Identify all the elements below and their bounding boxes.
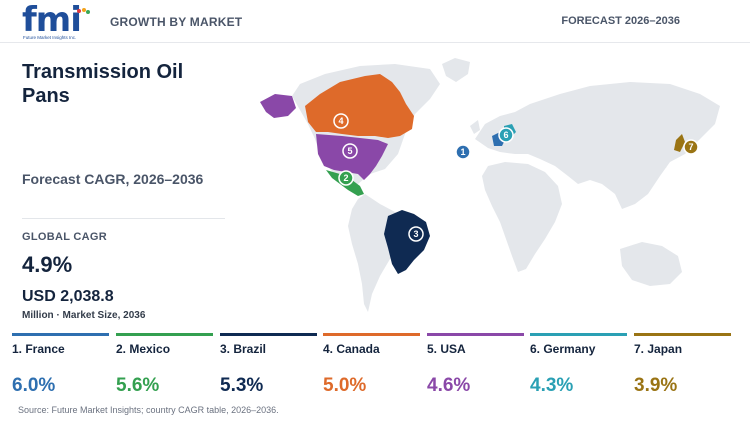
page-title: Transmission Oil Pans [22, 61, 184, 107]
map-usa-alaska [260, 94, 296, 118]
map-markers: 1 2 3 4 5 6 7 [333, 113, 699, 242]
country-name: 2. Mexico [116, 342, 171, 356]
country-name: 1. France [12, 342, 65, 356]
global-cagr-value: 4.9% [22, 252, 73, 277]
country-cagr-value: 5.6% [116, 375, 160, 396]
country-color-bar [634, 333, 731, 336]
country-card-usa[interactable]: 5. USA 4.6% [427, 333, 524, 396]
country-cagr-value: 6.0% [12, 375, 56, 396]
header-right-label: FORECAST 2026–2036 [561, 15, 680, 27]
country-name: 3. Brazil [220, 342, 267, 356]
marker-canada[interactable]: 4 [333, 113, 349, 129]
header-bar: fmi Future Market Insights Inc. GROWTH B… [0, 0, 750, 43]
marker-mexico[interactable]: 2 [338, 170, 354, 186]
page-subtitle: Forecast CAGR, 2026–2036 [22, 171, 204, 187]
marker-germany-label: 6 [503, 130, 508, 140]
marker-brazil-label: 3 [413, 229, 418, 239]
marker-germany[interactable]: 6 [498, 127, 514, 143]
country-color-bar [323, 333, 420, 336]
country-cagr-value: 3.9% [634, 375, 678, 396]
country-card-germany[interactable]: 6. Germany 4.3% [530, 333, 627, 396]
marker-usa-label: 5 [347, 146, 352, 156]
marker-japan-label: 7 [688, 142, 693, 152]
marker-mexico-label: 2 [343, 173, 348, 183]
country-name: 4. Canada [323, 342, 380, 356]
country-cagr-value: 5.3% [220, 375, 264, 396]
country-cagr-value: 4.3% [530, 375, 574, 396]
country-card-mexico[interactable]: 2. Mexico 5.6% [116, 333, 213, 396]
marker-japan[interactable]: 7 [683, 139, 699, 155]
marker-france[interactable]: 1 [455, 144, 471, 160]
map-japan [674, 134, 685, 152]
marker-canada-label: 4 [338, 116, 343, 126]
divider [22, 218, 225, 219]
header-left-label: GROWTH BY MARKET [110, 15, 243, 29]
country-card-france[interactable]: 1. France 6.0% [12, 333, 109, 396]
source-note: Source: Future Market Insights; country … [18, 405, 279, 415]
marker-brazil[interactable]: 3 [408, 226, 424, 242]
fmi-logo[interactable]: fmi Future Market Insights Inc. [22, 0, 92, 40]
marker-usa[interactable]: 5 [342, 143, 358, 159]
country-color-bar [12, 333, 109, 336]
country-color-bar [427, 333, 524, 336]
map-canada [305, 74, 414, 138]
country-cagr-value: 4.6% [427, 375, 471, 396]
logo-subtext: Future Market Insights Inc. [23, 35, 77, 40]
market-size-value: USD 2,038.8 [22, 288, 114, 305]
global-cagr-label: GLOBAL CAGR [22, 231, 107, 243]
market-size-note: Million · Market Size, 2036 [22, 310, 146, 321]
world-map: 1 2 3 4 5 6 7 [260, 58, 720, 312]
country-cagr-value: 5.0% [323, 375, 367, 396]
country-name: 5. USA [427, 342, 466, 356]
logo-people-icon [77, 8, 90, 14]
country-card-japan[interactable]: 7. Japan 3.9% [634, 333, 731, 396]
country-name: 6. Germany [530, 342, 596, 356]
country-color-bar [116, 333, 213, 336]
logo-text: fmi [22, 0, 82, 40]
map-brazil [384, 210, 430, 274]
country-card-canada[interactable]: 4. Canada 5.0% [323, 333, 420, 396]
country-color-bar [530, 333, 627, 336]
country-name: 7. Japan [634, 342, 683, 356]
marker-france-label: 1 [460, 147, 465, 157]
country-color-bar [220, 333, 317, 336]
country-card-brazil[interactable]: 3. Brazil 5.3% [220, 333, 317, 396]
